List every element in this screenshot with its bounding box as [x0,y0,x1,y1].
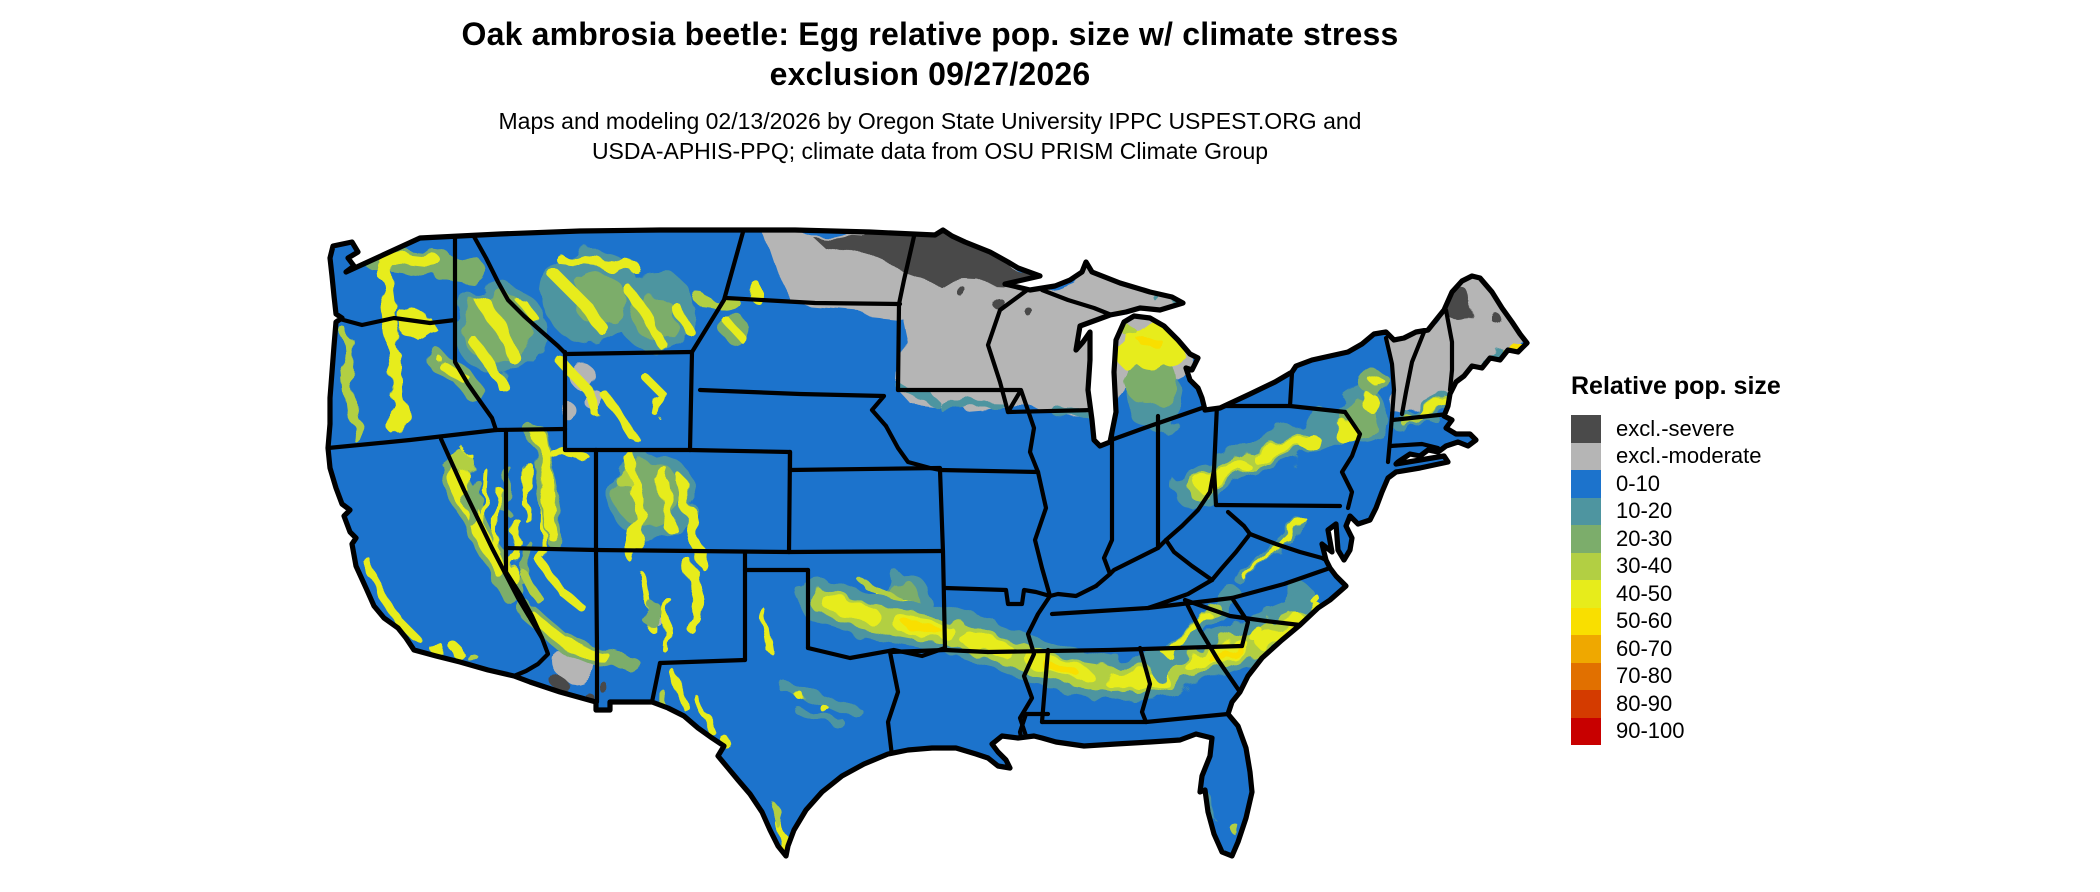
legend-label: 50-60 [1616,608,1673,634]
legend-label: 80-90 [1616,690,1673,716]
header: Oak ambrosia beetle: Egg relative pop. s… [0,14,1860,166]
legend-swatch-50-60 [1571,607,1601,635]
legend-swatch-30-40 [1571,552,1601,580]
legend-item: 50-60 [1571,607,1871,635]
legend-item: 0-10 [1571,470,1871,498]
legend-swatch-60-70 [1571,635,1601,663]
legend-label: excl.-moderate [1616,443,1762,469]
legend-label: 90-100 [1616,718,1685,744]
legend-label: 70-80 [1616,663,1673,689]
legend-title: Relative pop. size [1571,372,1781,400]
legend-item: excl.-severe [1571,415,1871,443]
legend-item: 40-50 [1571,580,1871,608]
legend-item: 90-100 [1571,717,1871,745]
legend-item: 70-80 [1571,662,1871,690]
legend-label: 40-50 [1616,580,1673,606]
legend-swatch-10-20 [1571,497,1601,525]
legend-swatch-70-80 [1571,662,1601,690]
legend-swatch-90-100 [1571,717,1601,745]
map-subtitle: Maps and modeling 02/13/2026 by Oregon S… [0,106,1860,166]
legend-label: 30-40 [1616,553,1673,579]
map-subtitle-line2: USDA-APHIS-PPQ; climate data from OSU PR… [591,138,1269,164]
legend-label: 20-30 [1616,525,1673,551]
legend-item: 80-90 [1571,690,1871,718]
legend: Relative pop. size excl.-severe excl.-mo… [1571,372,1871,745]
legend-item: 10-20 [1571,497,1871,525]
state-borders [328,230,1455,759]
legend-swatch-40-50 [1571,580,1601,608]
legend-label: 60-70 [1616,635,1673,661]
map-title-line1: Oak ambrosia beetle: Egg relative pop. s… [461,16,1399,52]
legend-label: 10-20 [1616,498,1673,524]
legend-swatch-0-10 [1571,470,1601,498]
legend-swatch-20-30 [1571,525,1601,553]
legend-items: excl.-severe excl.-moderate 0-10 10-20 2… [1571,415,1871,745]
legend-label: excl.-severe [1616,415,1735,441]
legend-item: 60-70 [1571,635,1871,663]
legend-swatch-80-90 [1571,690,1601,718]
legend-item: 30-40 [1571,552,1871,580]
legend-swatch-excl-severe [1571,415,1601,443]
legend-item: excl.-moderate [1571,442,1871,470]
map-subtitle-line1: Maps and modeling 02/13/2026 by Oregon S… [498,108,1362,134]
legend-label: 0-10 [1616,470,1661,496]
legend-item: 20-30 [1571,525,1871,553]
legend-swatch-excl-moderate [1571,442,1601,470]
map-title-line2: exclusion 09/27/2026 [769,56,1091,92]
